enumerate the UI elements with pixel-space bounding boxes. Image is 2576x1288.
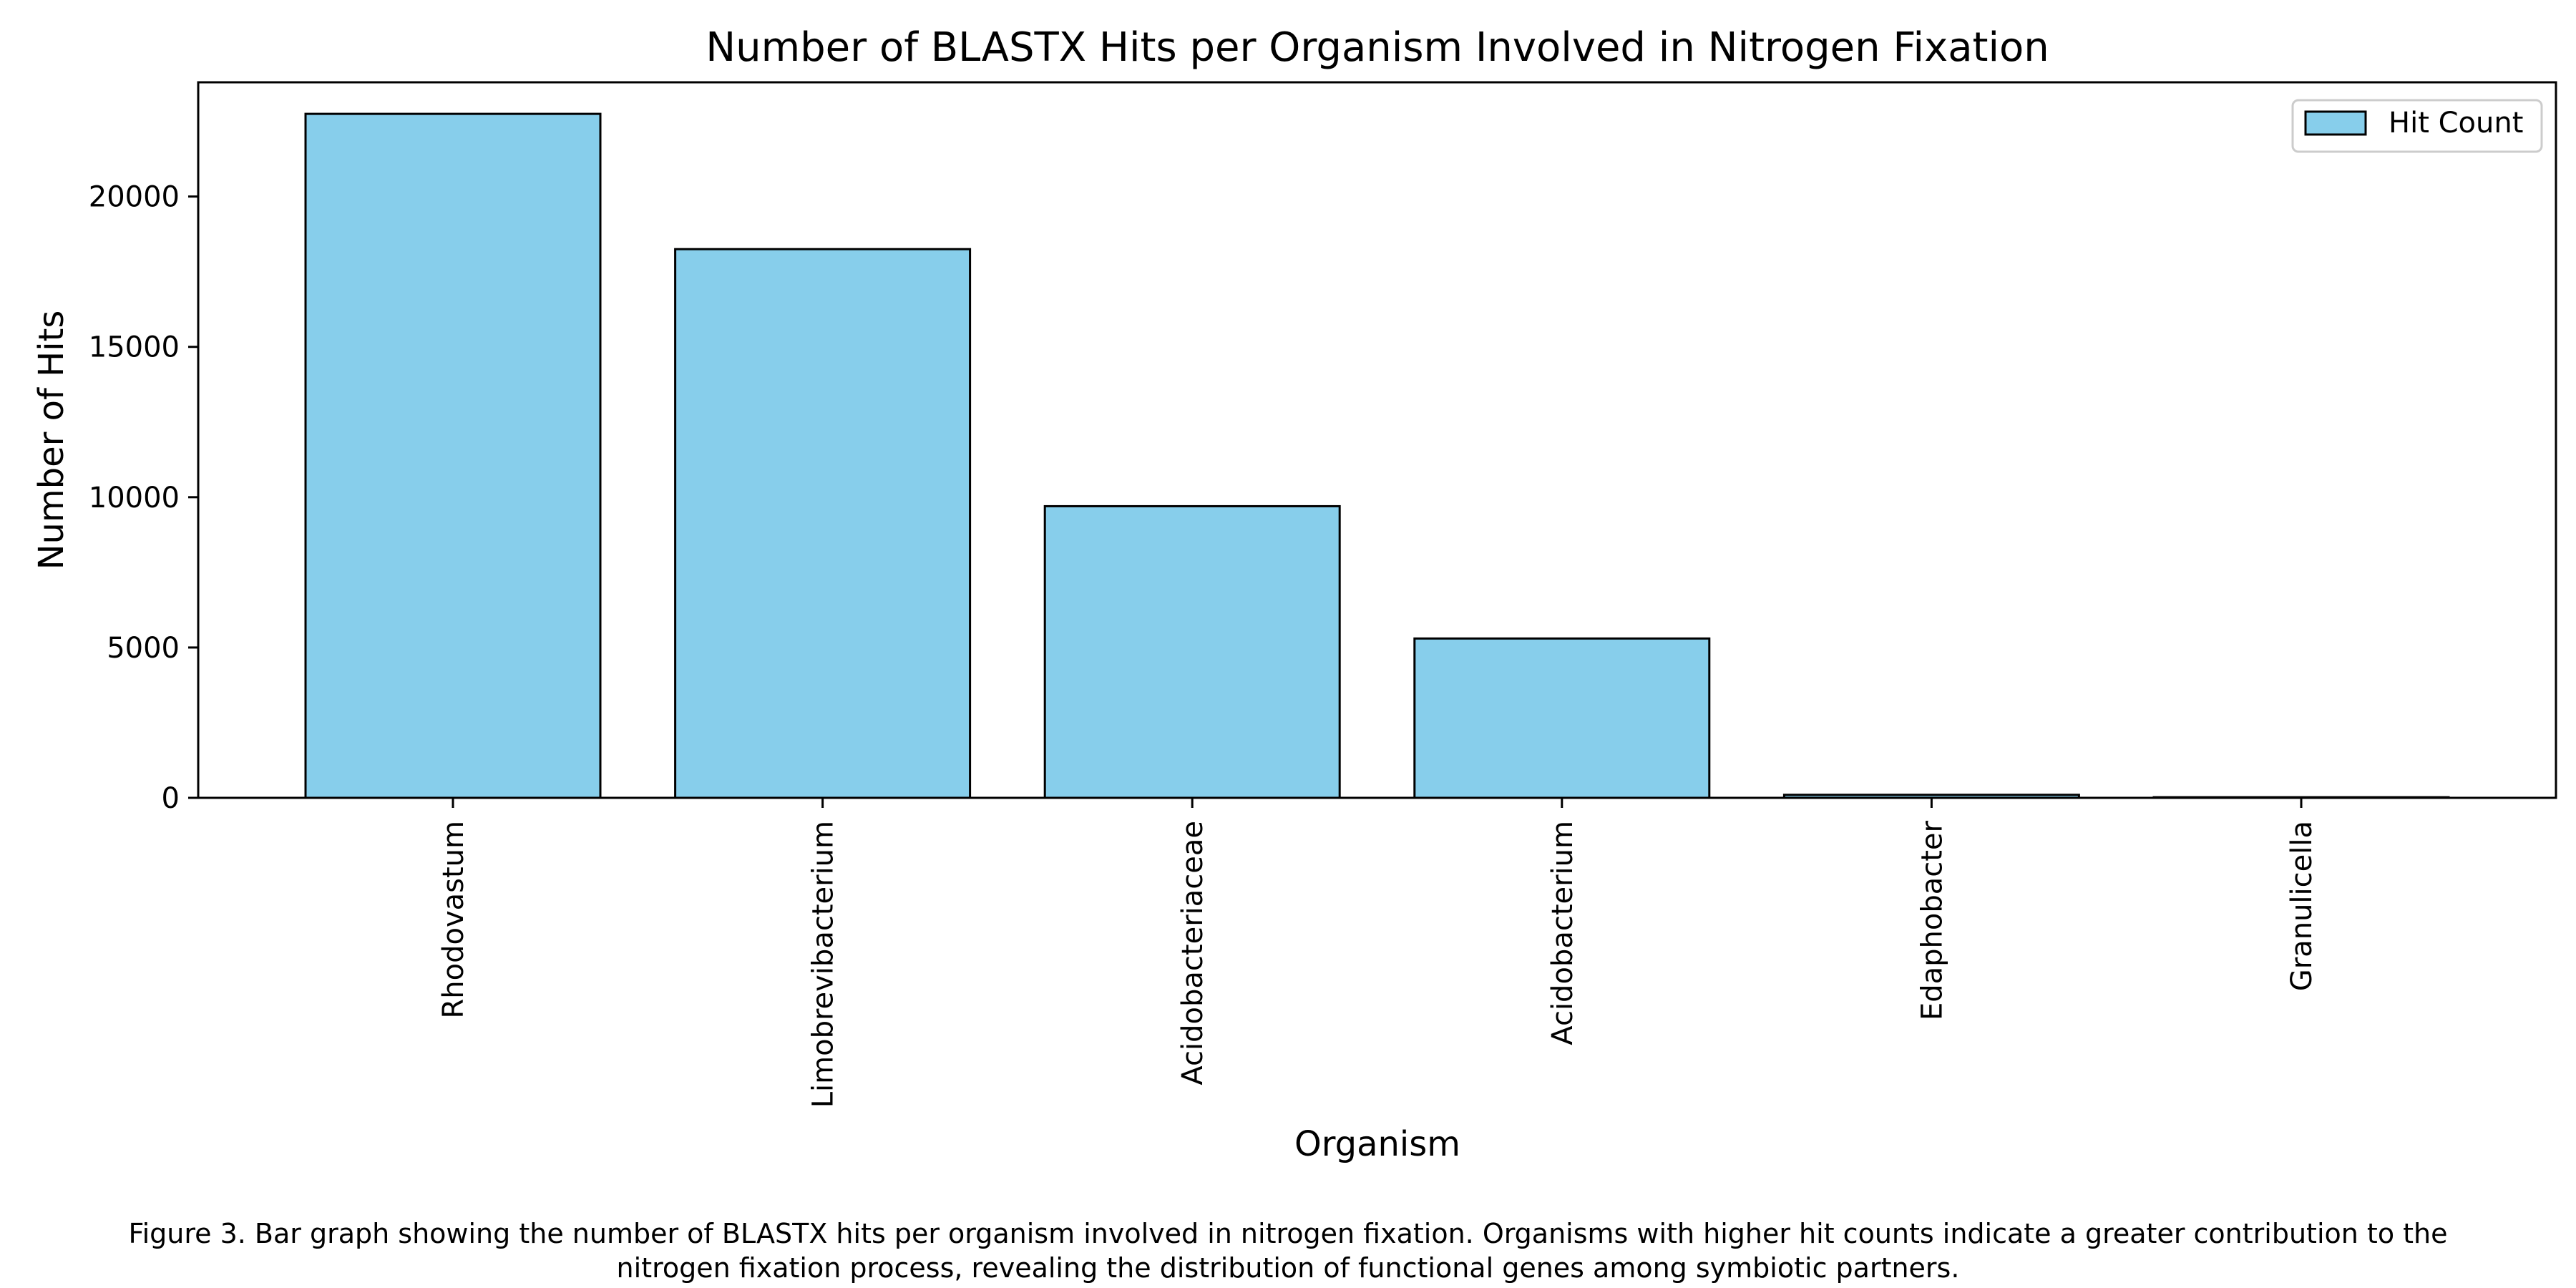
plot-area: 0 5000 10000 15000 20000 Rhodovastum Limobrev… — [89, 81, 2557, 1108]
x-tick-label: Limobrevibacterium — [807, 821, 840, 1108]
bar-rhodovastum — [304, 112, 602, 799]
bar-acidobacterium — [1413, 637, 1711, 799]
legend-label-hit-count: Hit Count — [2389, 107, 2523, 140]
bar-limobrevibacterium — [674, 248, 972, 799]
y-tick-label: 0 — [162, 782, 180, 815]
x-tick-label: Acidobacterium — [1546, 821, 1579, 1045]
bars-group — [304, 112, 2450, 799]
caption-line-2: nitrogen fixation process, revealing the… — [616, 1252, 1960, 1284]
y-axis-ticks: 0 5000 10000 15000 20000 — [89, 181, 198, 815]
x-tick-label: Granulicella — [2285, 821, 2318, 991]
x-axis-label: Organism — [1294, 1124, 1460, 1164]
legend-swatch-hit-count — [2304, 110, 2367, 136]
bar-acidobacteriaceae — [1043, 504, 1341, 799]
y-tick-label: 20000 — [89, 181, 180, 214]
axes-frame — [197, 81, 2557, 799]
figure-caption: Figure 3. Bar graph showing the number o… — [0, 1216, 2576, 1285]
y-tick-label: 15000 — [89, 331, 180, 364]
x-tick-label: Acidobacteriaceae — [1176, 821, 1209, 1085]
y-tick-label: 10000 — [89, 482, 180, 514]
x-tick-label: Rhodovastum — [437, 821, 470, 1019]
caption-line-1: Figure 3. Bar graph showing the number o… — [128, 1218, 2448, 1249]
y-tick-label: 5000 — [107, 632, 180, 665]
x-tick-label: Edaphobacter — [1916, 820, 1948, 1020]
chart-title: Number of BLASTX Hits per Organism Invol… — [706, 24, 2049, 71]
legend: Hit Count — [2291, 99, 2543, 153]
y-axis-label: Number of Hits — [31, 311, 72, 570]
x-axis-ticks: Rhodovastum Limobrevibacterium Acidobacter… — [437, 798, 2318, 1108]
